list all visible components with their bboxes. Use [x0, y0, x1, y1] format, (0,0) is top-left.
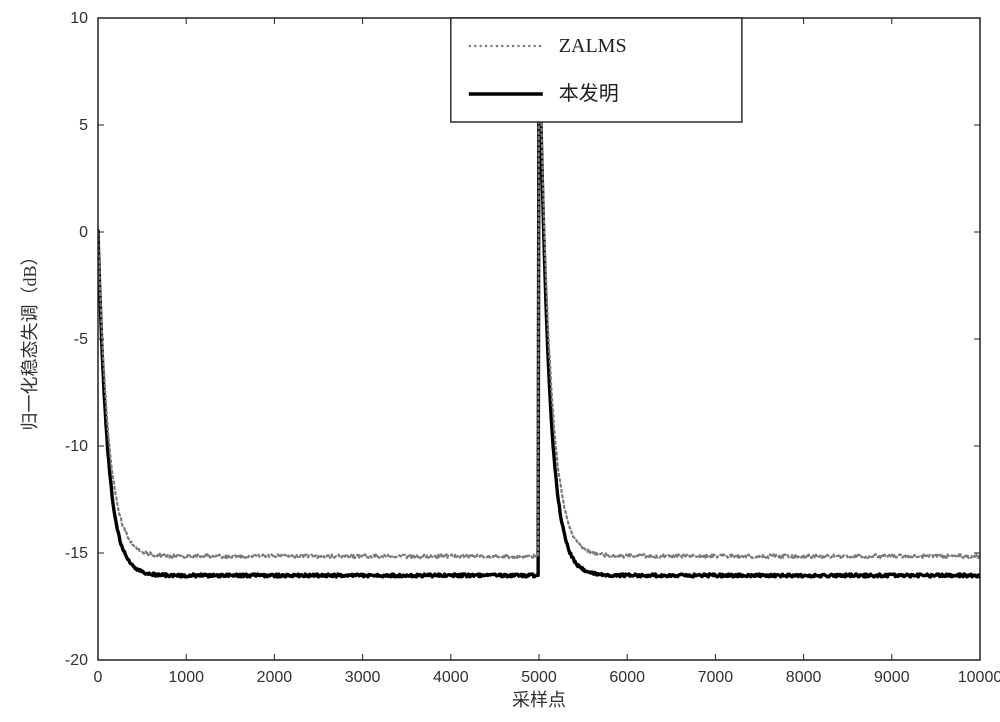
svg-text:6000: 6000	[609, 669, 645, 686]
svg-text:0: 0	[94, 669, 103, 686]
svg-text:4000: 4000	[433, 669, 469, 686]
svg-text:8000: 8000	[786, 669, 822, 686]
y-axis-label: 归一化稳态失调（dB）	[20, 247, 40, 430]
svg-text:1000: 1000	[168, 669, 204, 686]
svg-text:10: 10	[70, 10, 88, 27]
svg-text:3000: 3000	[345, 669, 381, 686]
chart-svg: 0100020003000400050006000700080009000100…	[0, 0, 1000, 722]
svg-text:5: 5	[79, 117, 88, 134]
x-axis-label: 采样点	[512, 690, 566, 710]
convergence-chart: 0100020003000400050006000700080009000100…	[0, 0, 1000, 722]
svg-text:2000: 2000	[257, 669, 293, 686]
legend-label-zalms: ZALMS	[559, 35, 627, 57]
svg-text:0: 0	[79, 224, 88, 241]
svg-text:-20: -20	[65, 652, 88, 669]
svg-text:10000: 10000	[958, 669, 1000, 686]
svg-text:-10: -10	[65, 438, 88, 455]
legend-label-invention: 本发明	[559, 82, 619, 105]
svg-text:5000: 5000	[521, 669, 557, 686]
svg-text:-5: -5	[74, 331, 88, 348]
svg-text:7000: 7000	[698, 669, 734, 686]
legend: ZALMS 本发明	[451, 18, 742, 122]
svg-text:-15: -15	[65, 545, 88, 562]
svg-text:9000: 9000	[874, 669, 910, 686]
